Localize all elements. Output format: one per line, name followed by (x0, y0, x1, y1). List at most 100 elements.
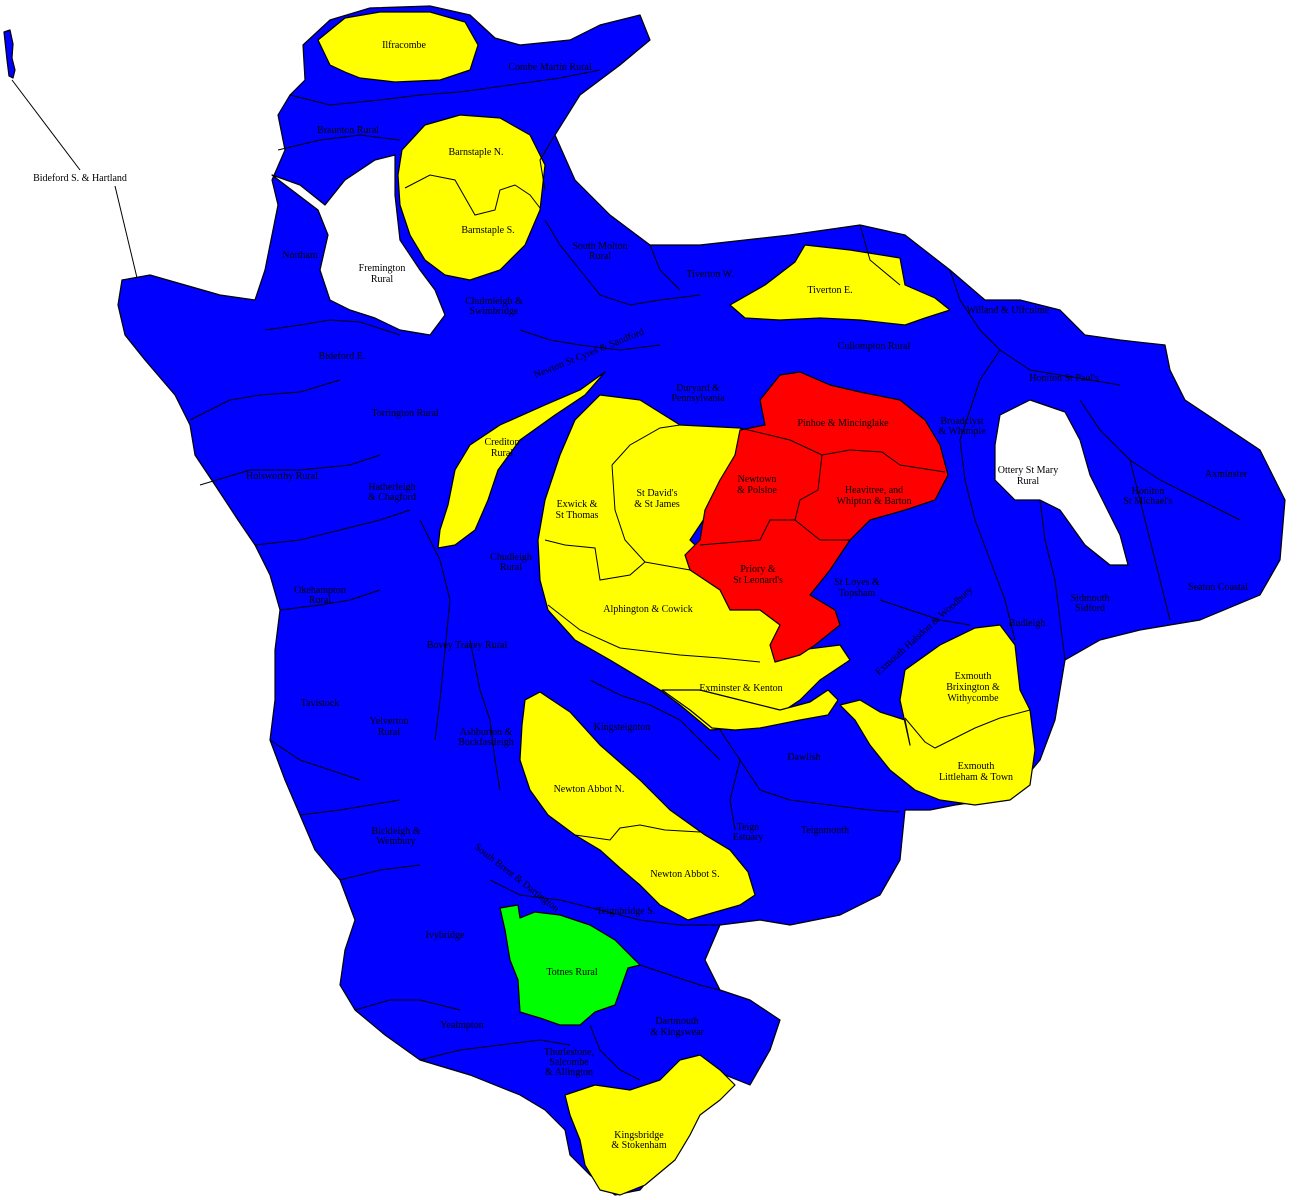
label-thurlestone-1: Thurlestone, (544, 1047, 594, 1058)
label-broadclyst-2: & Whimple (938, 426, 986, 437)
label-exwick-2: St Thomas (556, 510, 599, 521)
label-duryard-2: Pennsylvania (671, 393, 725, 404)
label-exmouth-littleham-1: Exmouth (958, 761, 995, 772)
bideford-leader-line (11, 79, 81, 171)
label-yealmpton: Yealmpton (440, 1020, 483, 1031)
label-yelverton-2: Rural (378, 727, 400, 738)
kingsbridge-region (564, 1054, 736, 1196)
label-ottery-2: Rural (1017, 476, 1039, 487)
label-bickleigh-1: Bickleigh & (371, 826, 420, 837)
exminster-kenton-region (661, 689, 839, 731)
label-exmouth-littleham-2: Littleham & Town (939, 772, 1013, 783)
lundy-island (3, 29, 16, 79)
label-st-loyes-2: Topsham (839, 588, 876, 599)
barnstaple-region (397, 114, 546, 281)
label-barnstaple-n: Barnstaple N. (449, 147, 504, 158)
label-exmouth-brix-3: Withycombe (947, 693, 999, 704)
label-hatherleigh-2: & Chagford (368, 492, 416, 503)
label-priory-2: St Leonard's (733, 575, 783, 586)
label-axminster: Axminster (1205, 469, 1248, 480)
exeter-red-region (684, 371, 949, 663)
label-kingsteignton: Kingsteignton (594, 722, 651, 733)
totnes-rural-region (499, 904, 641, 1026)
fremington-rural-region (271, 154, 446, 336)
label-tiverton-w: Tiverton W. (686, 269, 733, 280)
label-crediton-rural-1: Crediton (485, 437, 520, 448)
label-teignmouth: Teignmouth (801, 825, 849, 836)
label-okehampton-2: Rural (309, 595, 331, 606)
label-chulmleigh-1: Chulmleigh & (465, 296, 523, 307)
label-chudleigh-1: Chudleigh (490, 552, 532, 563)
label-sidmouth-2: Sidford (1075, 603, 1105, 614)
label-bovey-tracey-rural: Bovey Tracey Rural (427, 640, 508, 651)
barnstaple-boundary (404, 174, 541, 216)
label-sidmouth-1: Sidmouth (1071, 593, 1110, 604)
label-okehampton-1: Okehampton (294, 585, 346, 596)
newton-abbot-boundary (574, 824, 701, 841)
label-torrington-rural: Torrington Rural (371, 408, 439, 419)
label-yelverton-1: Yelverton (370, 716, 409, 727)
exmouth-boundary (904, 709, 1031, 749)
label-bickleigh-2: Wembury (376, 836, 415, 847)
label-cullompton-rural: Cullompton Rural (838, 341, 911, 352)
label-holsworthy-rural: Holsworthy Rural (246, 471, 318, 482)
label-thurlestone-2: Salcombe (549, 1057, 589, 1068)
ilfracombe-region (317, 11, 479, 83)
newton-abbot-region (519, 691, 756, 921)
label-teign-estuary-2: Estuary (733, 832, 764, 843)
label-ilfracombe: Ilfracombe (382, 40, 426, 51)
label-ashburton-1: Ashburton & (460, 727, 513, 738)
label-ivybridge: Ivybridge (426, 930, 465, 941)
label-kingsbridge-1: Kingsbridge (614, 1130, 664, 1141)
label-totnes-rural: Totnes Rural (546, 967, 597, 978)
label-bideford-s-hartland: Bideford S. & Hartland (33, 173, 127, 184)
label-newtown-1: Newtown (738, 474, 777, 485)
label-newton-abbot-n: Newton Abbot N. (554, 784, 625, 795)
label-alphington: Alphington & Cowick (603, 604, 692, 615)
label-pinhoe: Pinhoe & Mincinglake (797, 418, 889, 429)
label-combe-martin-rural: Combe Martin Rural (508, 62, 592, 73)
label-dawlish: Dawlish (787, 752, 820, 763)
ward-boundaries (189, 69, 1241, 1081)
crediton-rural-region (437, 371, 606, 549)
label-st-loyes-1: St Loyes & (834, 577, 880, 588)
label-thurlestone-3: & Allington (545, 1067, 593, 1078)
exmouth-region (839, 624, 1036, 806)
exeter-inner-boundary-3 (611, 464, 646, 563)
label-northam: Northam (282, 250, 318, 261)
exeter-inner-boundary-4 (547, 604, 761, 663)
label-st-davids-1: St David's (637, 488, 678, 499)
label-priory-1: Priory & (740, 564, 776, 575)
label-hatherleigh-1: Hatherleigh (368, 482, 415, 493)
label-heavitree-1: Heavitree, and (845, 485, 903, 496)
label-chudleigh-2: Rural (500, 562, 522, 573)
label-heavitree-2: Whipton & Barton (837, 496, 912, 507)
label-honiton-st-michaels-2: St Michael's (1123, 496, 1172, 507)
label-south-molton-rural-2: Rural (589, 251, 611, 262)
label-newton-abbot-s: Newton Abbot S. (650, 869, 719, 880)
exeter-red-boundaries (699, 427, 946, 546)
label-fremington-rural-2: Rural (371, 274, 393, 285)
label-willand: Willand & Uffculme (967, 305, 1050, 316)
label-honiton-st-pauls: Honiton St Paul's (1029, 373, 1099, 384)
label-tavistock: Tavistock (301, 698, 340, 709)
label-ashburton-2: Buckfastleigh (458, 737, 514, 748)
label-barnstaple-s: Barnstaple S. (461, 225, 514, 236)
label-budleigh: Budleigh (1009, 618, 1046, 629)
label-st-davids-2: & St James (634, 499, 680, 510)
label-seaton-coastal: Seaton Coastal (1188, 582, 1248, 593)
label-ottery-1: Ottery St Mary (998, 465, 1059, 476)
label-crediton-rural-2: Rural (491, 448, 513, 459)
label-exmouth-brix-1: Exmouth (955, 671, 992, 682)
label-teign-estuary-1: Teign (737, 822, 760, 833)
label-broadclyst-1: Broadclyst (940, 416, 984, 427)
label-fremington-rural-1: Fremington (359, 263, 406, 274)
tiverton-e-region (729, 244, 951, 326)
label-braunton-rural: Braunton Rural (317, 125, 379, 136)
label-bideford-e: Bideford E. (319, 351, 366, 362)
label-honiton-st-michaels-1: Honiton (1132, 486, 1165, 497)
label-tiverton-e: Tiverton E. (807, 285, 852, 296)
label-south-molton-rural-1: South Molton (572, 241, 627, 252)
label-exmouth-brix-2: Brixington & (946, 682, 1000, 693)
